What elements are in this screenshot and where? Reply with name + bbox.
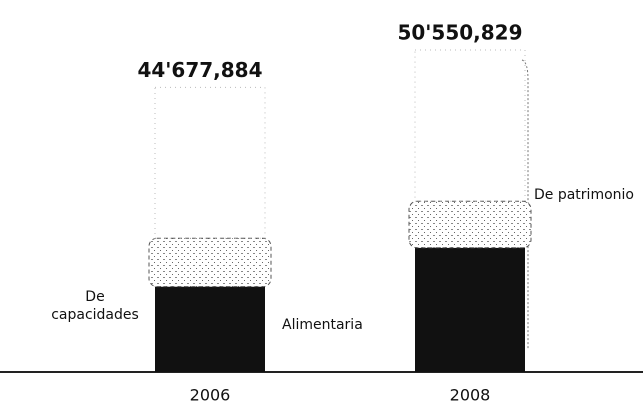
bar-segment — [155, 286, 265, 372]
x-tick-label: 2006 — [190, 386, 231, 405]
bar-segment — [154, 86, 266, 239]
legend-label: De patrimonio — [534, 187, 634, 203]
bar-segment — [148, 237, 272, 288]
bar-segment — [408, 200, 532, 249]
legend-label: Alimentaria — [282, 317, 363, 333]
legend-label: De capacidades — [51, 289, 139, 323]
x-tick-label: 2008 — [450, 386, 491, 405]
bracket — [521, 59, 529, 350]
total-label: 44'677,884 — [137, 58, 262, 82]
bar-segment — [415, 247, 525, 372]
total-label: 50'550,829 — [397, 21, 522, 45]
bar-segment — [414, 49, 526, 202]
